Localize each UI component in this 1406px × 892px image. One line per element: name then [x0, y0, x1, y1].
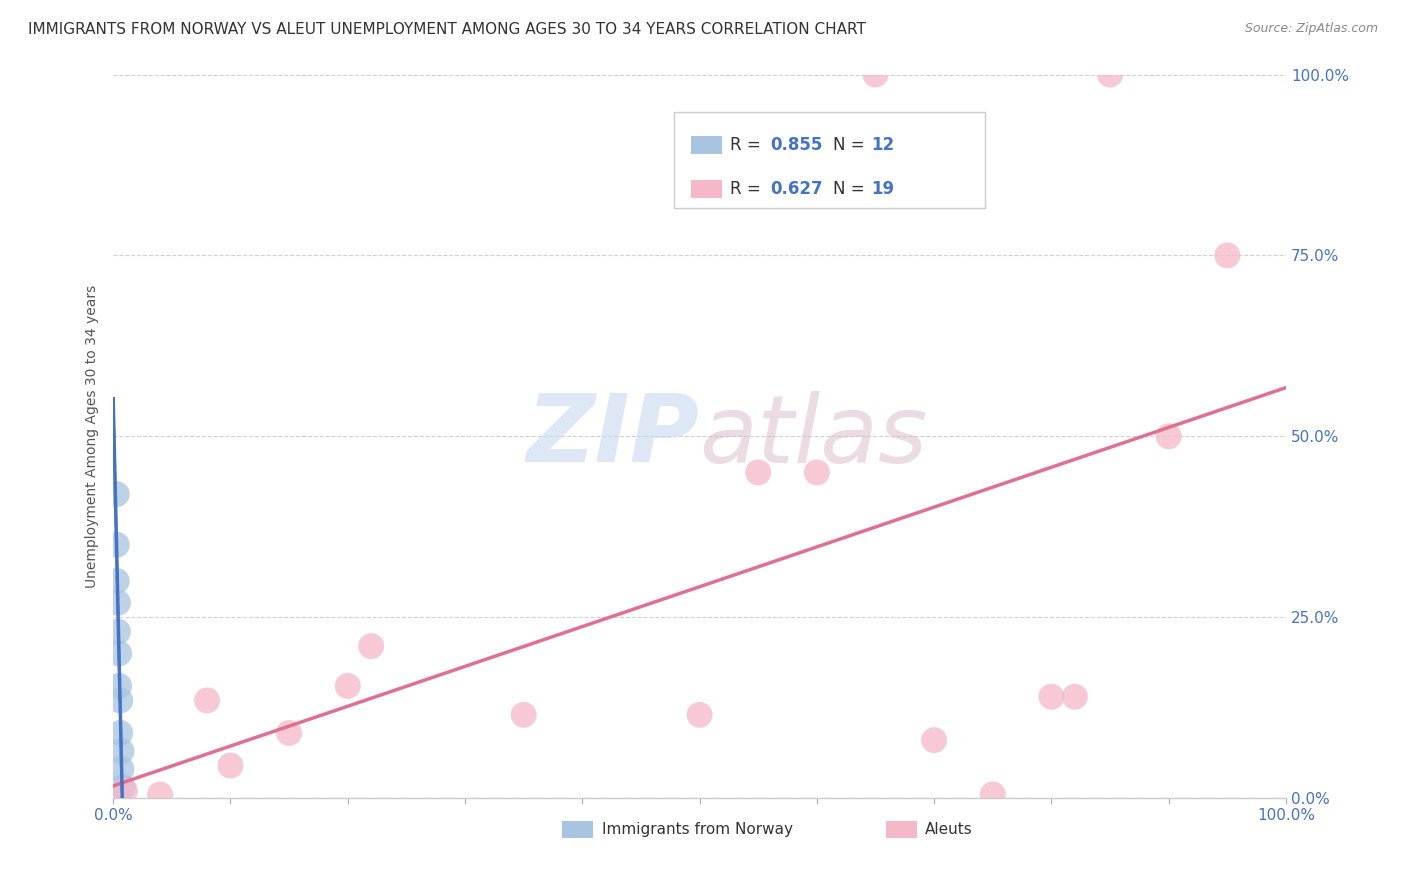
- Text: 12: 12: [872, 136, 894, 154]
- Point: [278, 726, 301, 740]
- Point: [336, 679, 359, 693]
- Point: [512, 707, 534, 722]
- Point: [110, 726, 132, 740]
- Point: [1063, 690, 1085, 704]
- Point: [1157, 429, 1180, 443]
- Point: [107, 624, 129, 639]
- Text: N =: N =: [832, 136, 870, 154]
- Point: [114, 784, 136, 798]
- Point: [110, 762, 132, 776]
- Text: Immigrants from Norway: Immigrants from Norway: [602, 822, 793, 837]
- Point: [107, 596, 129, 610]
- Point: [108, 646, 131, 660]
- Text: 0.627: 0.627: [770, 180, 823, 198]
- Text: N =: N =: [832, 180, 870, 198]
- Point: [1040, 690, 1063, 704]
- Text: Aleuts: Aleuts: [925, 822, 973, 837]
- Point: [806, 466, 828, 480]
- Point: [105, 538, 128, 552]
- Point: [922, 733, 945, 747]
- Text: R =: R =: [731, 136, 766, 154]
- Point: [219, 758, 242, 772]
- Point: [110, 744, 132, 758]
- Point: [111, 780, 134, 795]
- Text: R =: R =: [731, 180, 766, 198]
- Point: [108, 679, 131, 693]
- Point: [105, 487, 128, 501]
- Text: 19: 19: [872, 180, 894, 198]
- Text: Source: ZipAtlas.com: Source: ZipAtlas.com: [1244, 22, 1378, 36]
- Text: atlas: atlas: [700, 391, 928, 482]
- Y-axis label: Unemployment Among Ages 30 to 34 years: Unemployment Among Ages 30 to 34 years: [86, 285, 100, 588]
- Text: IMMIGRANTS FROM NORWAY VS ALEUT UNEMPLOYMENT AMONG AGES 30 TO 34 YEARS CORRELATI: IMMIGRANTS FROM NORWAY VS ALEUT UNEMPLOY…: [28, 22, 866, 37]
- Point: [1216, 248, 1239, 262]
- Point: [689, 707, 711, 722]
- Text: ZIP: ZIP: [527, 391, 700, 483]
- Point: [981, 788, 1004, 802]
- Point: [110, 693, 132, 707]
- Text: 0.855: 0.855: [770, 136, 823, 154]
- Point: [195, 693, 218, 707]
- Point: [360, 639, 382, 653]
- Point: [865, 68, 887, 82]
- Point: [149, 788, 172, 802]
- Point: [747, 466, 769, 480]
- Point: [1099, 68, 1122, 82]
- Point: [105, 574, 128, 588]
